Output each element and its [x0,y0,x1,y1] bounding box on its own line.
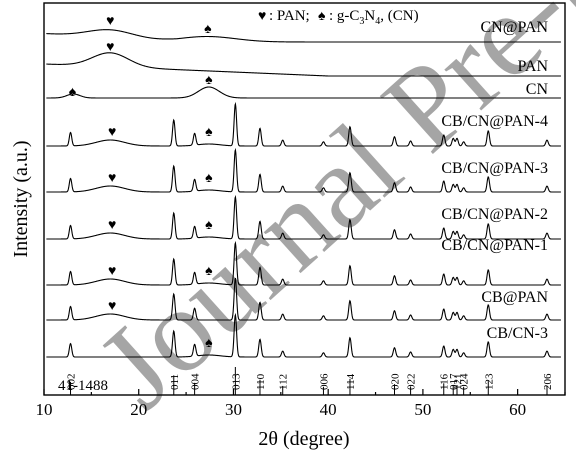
heart-marker: ♥ [106,14,114,29]
series-label: CB/CN@PAN-3 [441,160,548,177]
spade-marker: ♠ [205,171,213,186]
spade-marker: ♠ [69,85,77,100]
series-label: CB/CN-3 [487,325,548,342]
hkl-label: 004 [190,373,202,390]
hkl-label: 024 [459,373,471,390]
series-label: CB/CN@PAN-1 [441,237,548,254]
x-tick-label: 10 [36,400,53,419]
legend-spade-marker: ♠ [318,9,326,24]
hkl-label: 110 [255,373,267,390]
heart-marker: ♥ [106,40,114,55]
hkl-label: 116 [439,373,451,390]
hkl-label: 002 [66,374,78,391]
plot-frame [43,2,566,396]
series-line [46,101,561,147]
legend-spade-label: : g-C3N4, (CN) [329,8,419,27]
spade-marker: ♠ [205,73,213,88]
series-label: CB/CN@PAN-2 [441,206,548,223]
x-tick-label: 50 [414,400,431,419]
hkl-label: 013 [230,373,242,390]
hkl-label: 006 [318,373,330,390]
hkl-label: 114 [345,373,357,390]
series-label: CN@PAN [481,19,549,36]
legend: ♥: PAN; ♠: g-C3N4, (CN) [258,8,419,27]
spade-marker: ♠ [205,125,213,140]
legend-text: N [364,8,375,24]
legend-subscript: 3 [359,16,364,27]
series-label-group: CN@PAN PAN CN CB/CN@PAN-4 CB/CN@PAN-3 CB/CN@P… [441,19,548,342]
legend-heart-marker: ♥ [258,9,266,24]
heart-marker: ♥ [108,264,116,279]
spade-marker: ♠ [205,264,213,279]
reference-card-label: 41-1488 [58,378,108,394]
series-line [46,277,561,321]
spade-marker: ♠ [205,218,213,233]
phase-marker-group: ♥ ♠ ♥ ♠ ♠ ♥ ♠ ♥ ♠ ♥ ♠ ♥ ♠ ♥ ♠ [69,14,213,351]
series-label: CB@PAN [481,289,548,306]
axes [43,2,566,396]
series-label: PAN [517,58,548,75]
hkl-label: 206 [542,373,554,390]
x-tick-label: 60 [509,400,526,419]
reference-pattern: 002 011 004 013 110 112 006 114 020 022 1160171210… [58,367,554,395]
hkl-label: 020 [389,373,401,390]
series-line [46,52,561,77]
series-line [46,147,561,193]
series-label: CN [526,81,549,98]
series-line [46,240,561,286]
y-axis-label: Intensity (a.u.) [10,140,32,257]
hkl-label: 011 [169,374,181,390]
heart-marker: ♥ [108,218,116,233]
series-line [46,312,561,358]
x-tick-label: 40 [320,400,337,419]
trace-group [46,29,561,358]
series-line [46,29,561,43]
legend-text: , (CN) [380,8,418,24]
hkl-label: 121 [452,374,464,391]
spade-marker: ♠ [205,336,213,351]
hkl-label: 123 [483,373,495,390]
heart-marker: ♥ [108,125,116,140]
series-label: CB/CN@PAN-4 [441,113,548,130]
hkl-label: 022 [406,374,418,391]
x-axis-label: 2θ (degree) [258,428,349,450]
series-line [46,194,561,240]
legend-heart-label: : PAN; [269,8,310,24]
hkl-label: 112 [278,374,290,390]
heart-marker: ♥ [108,299,116,314]
legend-subscript: 4 [375,16,380,27]
heart-marker: ♥ [108,171,116,186]
x-tick-label: 30 [225,400,242,419]
spade-marker: ♠ [204,22,212,37]
x-tick-label: 20 [130,400,147,419]
series-line [46,86,561,99]
x-tick-group: 10 20 30 40 50 60 [36,389,566,419]
legend-text: : g-C [329,8,359,24]
